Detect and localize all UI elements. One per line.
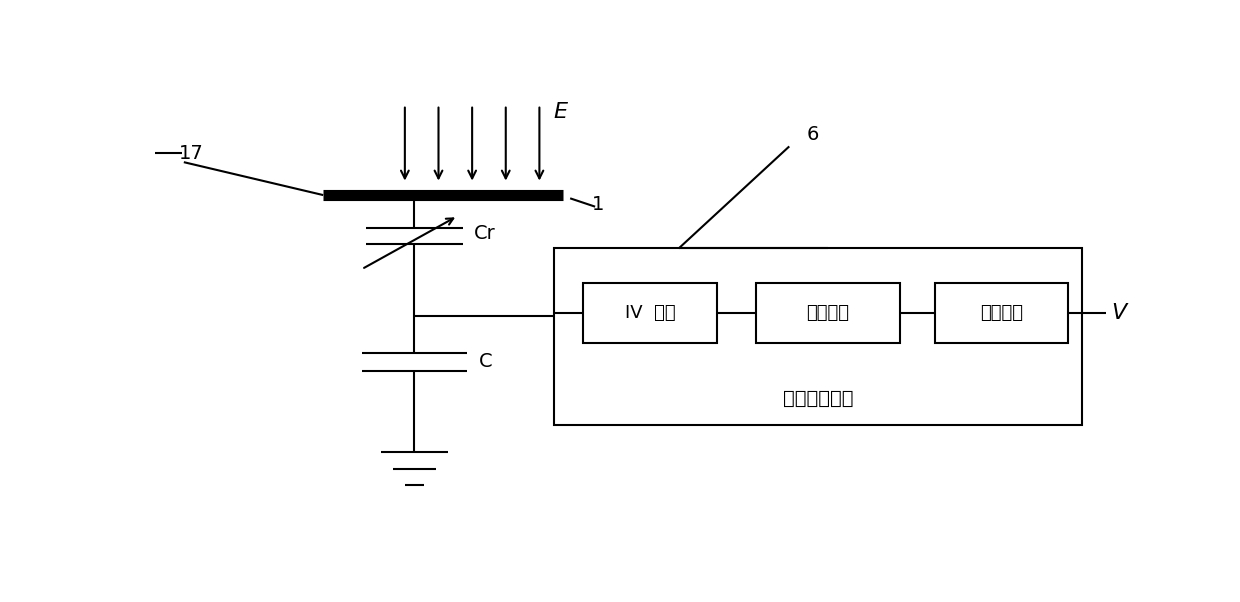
FancyBboxPatch shape [935,283,1068,343]
Text: Cr: Cr [474,224,496,243]
Text: IV  变换: IV 变换 [625,304,676,322]
FancyBboxPatch shape [755,283,900,343]
Text: 6: 6 [807,125,820,144]
FancyBboxPatch shape [554,249,1083,424]
Text: 17: 17 [179,144,203,163]
Text: 电压测量: 电压测量 [980,304,1023,322]
FancyBboxPatch shape [583,283,717,343]
Text: 放大滤波: 放大滤波 [806,304,849,322]
Text: C: C [479,352,492,371]
Text: 1: 1 [593,195,605,214]
Text: 信号处理模块: 信号处理模块 [782,389,853,408]
Text: V: V [1111,303,1126,323]
Text: E: E [554,102,568,122]
